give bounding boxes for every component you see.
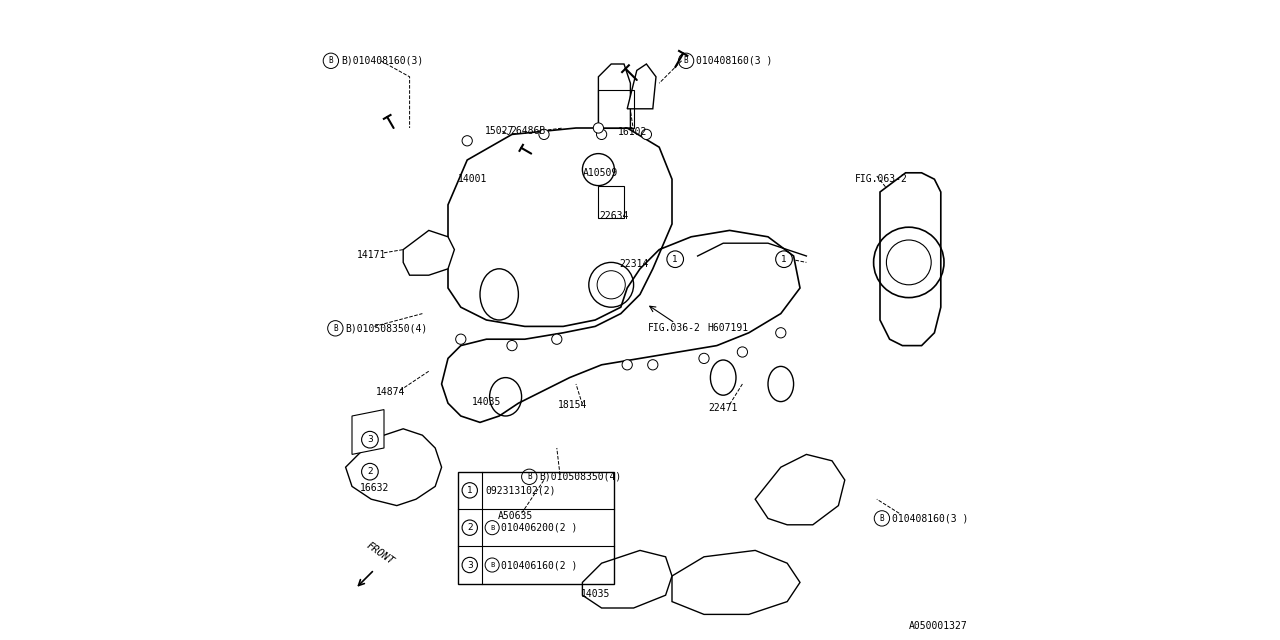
Text: B: B	[527, 472, 531, 481]
Text: B)010508350(4): B)010508350(4)	[346, 323, 428, 333]
Text: 22471: 22471	[709, 403, 737, 413]
Text: 1: 1	[672, 255, 678, 264]
Bar	[599, 186, 625, 218]
Circle shape	[641, 129, 652, 140]
Polygon shape	[881, 173, 941, 346]
Text: 22314: 22314	[620, 259, 648, 269]
Text: B: B	[490, 525, 494, 531]
Text: 1: 1	[467, 486, 472, 495]
Text: 2: 2	[367, 467, 372, 476]
Circle shape	[596, 129, 607, 140]
Text: B: B	[490, 562, 494, 568]
Text: B: B	[329, 56, 333, 65]
Text: A050001327: A050001327	[909, 621, 968, 631]
Polygon shape	[352, 410, 384, 454]
Circle shape	[622, 360, 632, 370]
Polygon shape	[403, 230, 454, 275]
Text: 092313102(2): 092313102(2)	[485, 485, 556, 495]
Text: 14874: 14874	[376, 387, 406, 397]
Circle shape	[539, 129, 549, 140]
Bar	[458, 472, 614, 584]
Circle shape	[648, 360, 658, 370]
Polygon shape	[755, 454, 845, 525]
Circle shape	[462, 136, 472, 146]
Text: 3: 3	[467, 561, 472, 570]
Text: B: B	[333, 324, 338, 333]
Circle shape	[737, 347, 748, 357]
Polygon shape	[346, 429, 442, 506]
Text: 010406160(2 ): 010406160(2 )	[502, 560, 577, 570]
Circle shape	[507, 340, 517, 351]
Circle shape	[699, 353, 709, 364]
Circle shape	[594, 123, 604, 133]
Text: A50635: A50635	[498, 511, 534, 522]
Text: 14171: 14171	[357, 250, 387, 260]
Text: 18154: 18154	[558, 400, 588, 410]
Text: 14035: 14035	[581, 589, 611, 599]
Text: A10509: A10509	[582, 168, 618, 178]
Text: 010408160(3 ): 010408160(3 )	[892, 513, 969, 524]
Text: 16632: 16632	[361, 483, 389, 493]
Polygon shape	[582, 550, 672, 608]
Text: 010406200(2 ): 010406200(2 )	[502, 523, 577, 532]
Text: 010408160(3 ): 010408160(3 )	[696, 56, 773, 66]
Polygon shape	[442, 128, 800, 422]
Text: H607191: H607191	[708, 323, 749, 333]
Polygon shape	[672, 550, 800, 614]
Text: 16102: 16102	[618, 127, 646, 138]
Text: 1: 1	[781, 255, 787, 264]
Text: 15027: 15027	[485, 126, 515, 136]
Circle shape	[552, 334, 562, 344]
Text: B)010408160(3): B)010408160(3)	[340, 56, 424, 66]
Text: FIG.063-2: FIG.063-2	[855, 174, 908, 184]
Circle shape	[456, 334, 466, 344]
Text: 14001: 14001	[458, 174, 486, 184]
Text: 22634: 22634	[600, 211, 628, 221]
Text: 3: 3	[367, 435, 372, 444]
Text: 26486B: 26486B	[511, 126, 547, 136]
Polygon shape	[599, 64, 630, 128]
Text: 14035: 14035	[472, 397, 500, 407]
Bar	[599, 90, 634, 128]
Text: FRONT: FRONT	[365, 541, 396, 566]
Text: FIG.036-2: FIG.036-2	[648, 323, 700, 333]
Text: 2: 2	[467, 523, 472, 532]
Text: B: B	[684, 56, 689, 65]
Text: B: B	[879, 514, 884, 523]
Circle shape	[776, 328, 786, 338]
Text: B)010508350(4): B)010508350(4)	[540, 472, 622, 482]
Polygon shape	[627, 64, 657, 109]
